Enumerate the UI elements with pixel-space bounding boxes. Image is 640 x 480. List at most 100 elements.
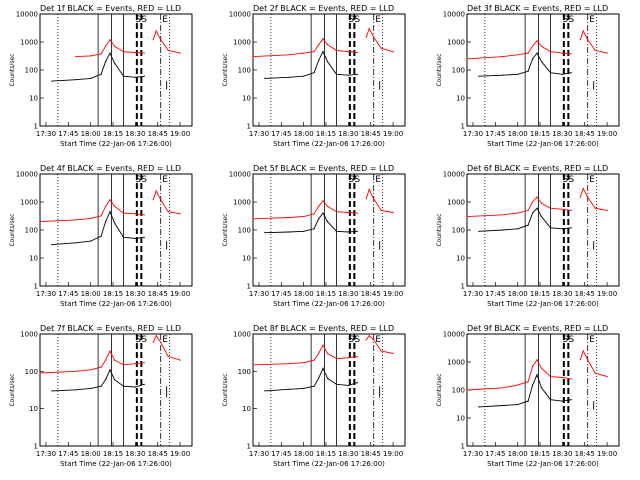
x-tick-label: 17:45: [271, 130, 291, 138]
detector-panel-6: Det 6f BLACK = Events, RED = LLD Counts/s…: [436, 164, 620, 308]
data-point: [303, 362, 305, 364]
x-tick-label: 19:00: [597, 130, 617, 138]
data-point: [100, 366, 102, 368]
marker-letter: S: [135, 335, 141, 345]
data-point: [527, 209, 529, 211]
data-point: [326, 44, 329, 46]
series-events-line: [264, 367, 358, 392]
panel-title: Det 6f BLACK = Events, RED = LLD: [467, 164, 608, 173]
marker-letter: S: [562, 15, 568, 25]
x-tick-label: 17:45: [271, 450, 291, 458]
data-point: [179, 52, 181, 54]
data-point: [561, 52, 564, 54]
data-point: [90, 77, 92, 79]
plot-frame: [39, 173, 193, 287]
data-point: [335, 49, 338, 52]
data-point: [502, 229, 504, 231]
data-point: [105, 45, 107, 47]
data-point: [109, 369, 111, 371]
x-tick-label: 18:45: [575, 290, 595, 298]
data-point: [373, 339, 375, 341]
data-point: [561, 228, 564, 230]
data-point: [540, 367, 543, 369]
data-point: [179, 213, 181, 215]
data-point: [318, 59, 320, 62]
data-point: [368, 335, 370, 337]
data-point: [75, 79, 77, 81]
data-point: [122, 75, 125, 77]
data-point: [167, 49, 169, 52]
data-point: [532, 45, 534, 47]
data-point: [527, 70, 529, 72]
data-point: [318, 218, 320, 220]
data-point: [594, 372, 596, 374]
y-tick-label: 1000: [447, 39, 465, 47]
y-tick-label: 10000: [229, 171, 251, 179]
data-point: [113, 222, 116, 224]
y-tick-label: 10000: [443, 11, 465, 19]
marker-letter: E: [162, 15, 168, 25]
data-point: [356, 382, 358, 384]
data-point: [326, 221, 329, 223]
y-tick-label: 100: [238, 368, 251, 376]
y-tick-label: 1: [461, 123, 465, 131]
plot-frame: [466, 13, 620, 127]
series-lld-line: [39, 334, 181, 374]
data-point: [322, 212, 324, 214]
data-point: [134, 213, 136, 215]
data-point: [335, 383, 338, 385]
marker-letter: E: [375, 335, 381, 345]
data-point: [335, 211, 338, 213]
y-axis-label: Counts/sec: [436, 53, 443, 86]
marker-letter: S: [354, 335, 360, 345]
data-point: [587, 359, 589, 361]
data-point: [570, 72, 572, 74]
series-lld-line: [466, 187, 608, 218]
data-point: [582, 30, 584, 32]
data-point: [536, 359, 538, 361]
y-tick-label: 10000: [16, 171, 38, 179]
series-events-line: [51, 210, 145, 246]
data-point: [303, 387, 305, 389]
data-point: [318, 205, 320, 207]
data-point: [582, 188, 584, 190]
marker-letter: S: [141, 335, 147, 345]
data-point: [105, 205, 107, 207]
plot-frame: [39, 13, 193, 127]
data-point: [392, 352, 394, 355]
x-tick-label: 18:30: [552, 290, 572, 298]
marker-letter: S: [354, 15, 360, 25]
data-point: [373, 36, 375, 38]
x-tick-label: 18:30: [552, 450, 572, 458]
data-point: [347, 211, 349, 214]
data-point: [365, 198, 367, 200]
data-point: [532, 212, 534, 214]
data-point: [122, 212, 125, 214]
y-tick-label: 100: [238, 67, 251, 75]
series-events-line: [264, 212, 358, 234]
data-point: [113, 62, 116, 64]
data-point: [392, 51, 394, 53]
data-point: [122, 385, 125, 387]
data-point: [113, 359, 116, 361]
data-point: [549, 51, 552, 53]
x-tick-label: 18:30: [338, 450, 358, 458]
x-tick-label: 18:00: [81, 450, 101, 458]
data-point: [356, 212, 358, 214]
data-point: [532, 384, 534, 386]
data-point: [134, 363, 136, 365]
series-events-line: [264, 50, 358, 79]
data-point: [167, 355, 169, 358]
data-point: [252, 218, 254, 220]
data-point: [322, 51, 324, 53]
series-lld-line: [39, 189, 181, 223]
x-tick-label: 18:15: [103, 290, 123, 298]
data-point: [540, 202, 543, 204]
x-tick-label: 18:00: [81, 130, 101, 138]
marker-letter: S: [348, 175, 354, 185]
panel-title: Det 1f BLACK = Events, RED = LLD: [40, 4, 181, 13]
x-tick-label: 18:30: [125, 130, 145, 138]
data-point: [122, 51, 125, 53]
data-point: [322, 344, 324, 346]
data-point: [347, 384, 349, 386]
